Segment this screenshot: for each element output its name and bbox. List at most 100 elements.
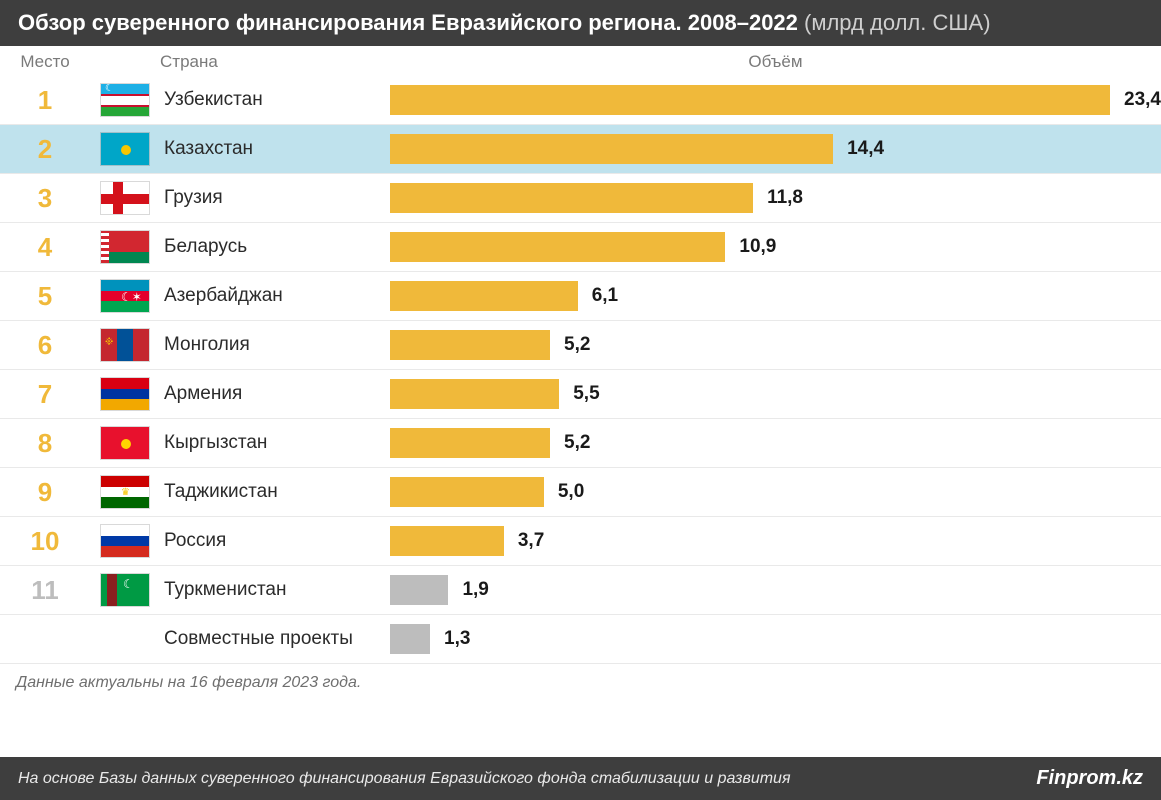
bar-value: 14,4 bbox=[847, 138, 884, 160]
rank-number: 5 bbox=[0, 281, 90, 312]
bar-value: 3,7 bbox=[518, 530, 544, 552]
table-row: 4 Беларусь 10,9 bbox=[0, 223, 1161, 272]
bar-value: 11,8 bbox=[767, 187, 803, 209]
title-bar: Обзор суверенного финансирования Евразий… bbox=[0, 0, 1161, 46]
country-name: Армения bbox=[160, 383, 390, 405]
rank-number: 10 bbox=[0, 526, 90, 557]
table-row: 6 ፠ Монголия 5,2 bbox=[0, 321, 1161, 370]
bar-cell: 5,5 bbox=[390, 370, 1161, 418]
table-row: 1 ☾ Узбекистан 23,4 bbox=[0, 76, 1161, 125]
bar-cell: 6,1 bbox=[390, 272, 1161, 320]
bar-cell: 1,9 bbox=[390, 566, 1161, 614]
footer-source: На основе Базы данных суверенного финанс… bbox=[18, 770, 790, 788]
column-headers: Место Страна Объём bbox=[0, 46, 1161, 76]
bar-value: 5,0 bbox=[558, 481, 584, 503]
header-rank: Место bbox=[0, 52, 90, 72]
country-name: Таджикистан bbox=[160, 481, 390, 503]
bar bbox=[390, 526, 504, 556]
bar-cell: 23,4 bbox=[390, 76, 1161, 124]
bar bbox=[390, 428, 550, 458]
rows-container: 1 ☾ Узбекистан 23,4 2 Казахстан 14,4 3 Г… bbox=[0, 76, 1161, 664]
bar-cell: 1,3 bbox=[390, 615, 1161, 663]
footer-bar: На основе Базы данных суверенного финанс… bbox=[0, 757, 1161, 800]
flag-icon bbox=[100, 132, 150, 166]
bar bbox=[390, 183, 753, 213]
bar bbox=[390, 379, 559, 409]
bar-value: 5,5 bbox=[573, 383, 599, 405]
flag-icon: ☾✶ bbox=[100, 279, 150, 313]
rank-number: 8 bbox=[0, 428, 90, 459]
bar bbox=[390, 85, 1110, 115]
bar bbox=[390, 624, 430, 654]
country-name: Россия bbox=[160, 530, 390, 552]
table-row: 11 ☾ Туркменистан 1,9 bbox=[0, 566, 1161, 615]
flag-cell: ፠ bbox=[90, 328, 160, 362]
bar-value: 1,3 bbox=[444, 628, 470, 650]
bar bbox=[390, 134, 833, 164]
flag-icon bbox=[100, 230, 150, 264]
country-name: Кыргызстан bbox=[160, 432, 390, 454]
bar-value: 10,9 bbox=[739, 236, 776, 258]
flag-icon bbox=[100, 181, 150, 215]
flag-cell bbox=[90, 426, 160, 460]
country-name: Азербайджан bbox=[160, 285, 390, 307]
flag-icon bbox=[100, 524, 150, 558]
rank-number: 6 bbox=[0, 330, 90, 361]
footer-brand: Finprom.kz bbox=[1036, 767, 1143, 790]
table-row: Совместные проекты 1,3 bbox=[0, 615, 1161, 664]
flag-cell: ☾ bbox=[90, 83, 160, 117]
flag-cell bbox=[90, 181, 160, 215]
rank-number: 2 bbox=[0, 134, 90, 165]
chart-container: Обзор суверенного финансирования Евразий… bbox=[0, 0, 1161, 700]
flag-cell bbox=[90, 132, 160, 166]
flag-cell bbox=[90, 524, 160, 558]
flag-icon bbox=[100, 426, 150, 460]
bar-cell: 11,8 bbox=[390, 174, 1161, 222]
country-name: Беларусь bbox=[160, 236, 390, 258]
bar-cell: 3,7 bbox=[390, 517, 1161, 565]
country-name: Казахстан bbox=[160, 138, 390, 160]
bar-cell: 10,9 bbox=[390, 223, 1161, 271]
country-name: Узбекистан bbox=[160, 89, 390, 111]
table-row: 7 Армения 5,5 bbox=[0, 370, 1161, 419]
table-row: 9 ♛ Таджикистан 5,0 bbox=[0, 468, 1161, 517]
table-row: 8 Кыргызстан 5,2 bbox=[0, 419, 1161, 468]
bar-value: 6,1 bbox=[592, 285, 618, 307]
flag-cell: ☾✶ bbox=[90, 279, 160, 313]
flag-icon bbox=[100, 377, 150, 411]
bar-cell: 5,0 bbox=[390, 468, 1161, 516]
flag-icon: ♛ bbox=[100, 475, 150, 509]
flag-cell bbox=[90, 377, 160, 411]
bar bbox=[390, 330, 550, 360]
rank-number: 1 bbox=[0, 85, 90, 116]
rank-number: 3 bbox=[0, 183, 90, 214]
bar bbox=[390, 477, 544, 507]
flag-icon: ☾ bbox=[100, 573, 150, 607]
bar bbox=[390, 232, 725, 262]
rank-number: 9 bbox=[0, 477, 90, 508]
rank-number: 11 bbox=[0, 575, 90, 606]
title-main: Обзор суверенного финансирования Евразий… bbox=[18, 10, 798, 35]
country-name: Грузия bbox=[160, 187, 390, 209]
bar-cell: 5,2 bbox=[390, 419, 1161, 467]
title-unit: (млрд долл. США) bbox=[798, 10, 991, 35]
rank-number: 4 bbox=[0, 232, 90, 263]
header-country: Страна bbox=[90, 52, 390, 72]
bar-value: 1,9 bbox=[462, 579, 488, 601]
country-name: Туркменистан bbox=[160, 579, 390, 601]
table-row: 3 Грузия 11,8 bbox=[0, 174, 1161, 223]
table-row: 2 Казахстан 14,4 bbox=[0, 125, 1161, 174]
rank-number: 7 bbox=[0, 379, 90, 410]
bar bbox=[390, 575, 448, 605]
bar-value: 23,4 bbox=[1124, 89, 1161, 111]
header-volume: Объём bbox=[390, 52, 1161, 72]
flag-cell: ☾ bbox=[90, 573, 160, 607]
footnote: Данные актуальны на 16 февраля 2023 года… bbox=[0, 664, 1161, 700]
table-row: 10 Россия 3,7 bbox=[0, 517, 1161, 566]
bar-value: 5,2 bbox=[564, 432, 590, 454]
flag-icon: ፠ bbox=[100, 328, 150, 362]
country-name: Монголия bbox=[160, 334, 390, 356]
country-name: Совместные проекты bbox=[160, 628, 390, 650]
bar bbox=[390, 281, 578, 311]
table-row: 5 ☾✶ Азербайджан 6,1 bbox=[0, 272, 1161, 321]
